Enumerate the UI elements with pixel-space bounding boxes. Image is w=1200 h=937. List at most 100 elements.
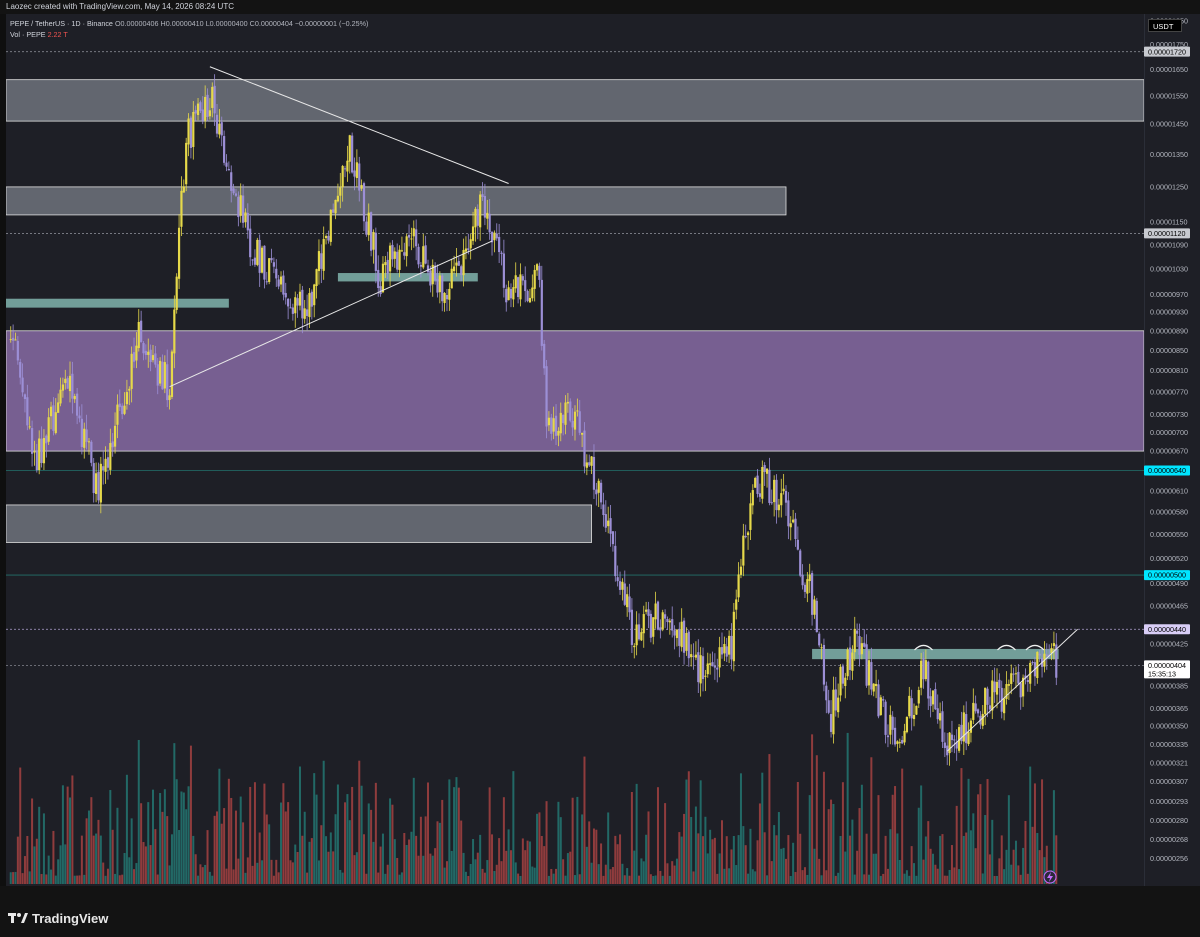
volume-bar xyxy=(737,835,740,884)
candle xyxy=(177,214,181,289)
volume-bar xyxy=(808,795,811,884)
symbol-label[interactable]: PEPE / TetherUS · 1D · Binance xyxy=(10,19,113,28)
candle xyxy=(111,433,114,457)
volume-bar xyxy=(910,846,913,884)
candle xyxy=(398,245,401,278)
candle xyxy=(846,647,849,681)
candle xyxy=(57,393,60,413)
candle xyxy=(668,618,671,635)
volume-bar xyxy=(640,858,643,884)
volume-bar xyxy=(777,812,780,884)
volume-bar xyxy=(1005,849,1008,884)
volume-bar xyxy=(898,859,901,884)
candle xyxy=(206,88,209,122)
volume-bar xyxy=(230,797,233,884)
volume-bar xyxy=(379,846,382,884)
volume-bar xyxy=(64,844,67,884)
candle xyxy=(540,265,543,351)
volume-bar xyxy=(197,875,200,884)
price-tick-label: 0.00001030 xyxy=(1150,264,1188,273)
candle xyxy=(156,357,159,395)
candle xyxy=(879,694,882,716)
candle xyxy=(16,336,19,365)
volume-bar xyxy=(424,816,427,884)
credit-text: Laozec created with TradingView.com, May… xyxy=(6,2,234,11)
candle xyxy=(981,704,984,730)
volume-bar xyxy=(268,824,271,884)
candle xyxy=(163,355,166,394)
volume-bar xyxy=(811,734,814,884)
candle xyxy=(974,695,977,714)
volume-bar xyxy=(614,835,617,884)
candle xyxy=(135,332,138,369)
volume-bar xyxy=(19,767,22,884)
volume-bar xyxy=(607,812,610,884)
volume-bar xyxy=(474,859,477,884)
candle xyxy=(324,234,328,245)
volume-bar xyxy=(706,853,709,884)
bolt-icon[interactable] xyxy=(1043,870,1057,884)
candle xyxy=(564,395,567,435)
volume-bar xyxy=(438,822,441,884)
volume-bar xyxy=(99,835,102,884)
brand[interactable]: TradingView xyxy=(8,911,108,926)
volume-bar xyxy=(616,844,619,884)
volume-bar xyxy=(256,862,259,884)
volume-bar xyxy=(685,779,688,884)
candle xyxy=(756,469,759,498)
candle xyxy=(666,616,669,631)
volume-bar xyxy=(242,822,245,884)
volume-bar xyxy=(953,867,956,884)
volume-bar xyxy=(872,853,875,884)
candle xyxy=(626,586,629,617)
candle xyxy=(550,413,553,441)
volume-bar xyxy=(265,814,268,884)
candle xyxy=(40,426,43,468)
volume-bar xyxy=(310,838,313,884)
volume-label[interactable]: Vol · PEPE xyxy=(10,30,46,39)
candle xyxy=(26,384,29,431)
volume-bar xyxy=(317,860,320,884)
candle xyxy=(744,524,747,539)
currency-unit-button[interactable]: USDT xyxy=(1148,19,1182,32)
candle xyxy=(699,646,702,697)
candle xyxy=(685,627,688,656)
volume-bar xyxy=(362,834,365,884)
candle xyxy=(405,233,408,267)
volume-bar xyxy=(261,860,264,884)
volume-bar xyxy=(877,795,880,884)
volume-bar xyxy=(889,829,892,884)
candle xyxy=(144,344,147,360)
volume-bar xyxy=(666,863,669,884)
candle xyxy=(559,402,562,442)
volume-bar xyxy=(1017,865,1020,884)
volume-bar xyxy=(232,869,235,884)
candle xyxy=(614,531,617,582)
candle xyxy=(159,357,162,387)
price-tick-label: 0.00001750 xyxy=(1150,40,1188,49)
volume-bar xyxy=(832,804,835,884)
price-axis[interactable] xyxy=(1144,14,1200,886)
price-tick-label: 0.00001150 xyxy=(1150,218,1187,227)
candle xyxy=(704,669,707,692)
candle xyxy=(320,244,323,284)
volume-bar xyxy=(713,837,716,884)
price-marker-grey: 0.00001720 xyxy=(1144,46,1190,57)
candle xyxy=(998,673,1001,703)
volume-bar xyxy=(1012,849,1015,884)
price-tick-label: 0.00000890 xyxy=(1150,326,1188,335)
volume-bar xyxy=(664,803,667,884)
candle xyxy=(54,398,57,435)
volume-bar xyxy=(652,875,655,884)
volume-bar xyxy=(981,873,984,884)
volume-bar xyxy=(400,872,403,884)
volume-bar xyxy=(434,848,437,884)
candle xyxy=(204,85,207,129)
candle xyxy=(282,270,285,301)
candle xyxy=(301,285,304,334)
volume-bar xyxy=(223,808,226,884)
price-tick-label: 0.00000350 xyxy=(1150,722,1188,731)
volume-bar xyxy=(711,839,714,884)
candle xyxy=(697,639,700,694)
